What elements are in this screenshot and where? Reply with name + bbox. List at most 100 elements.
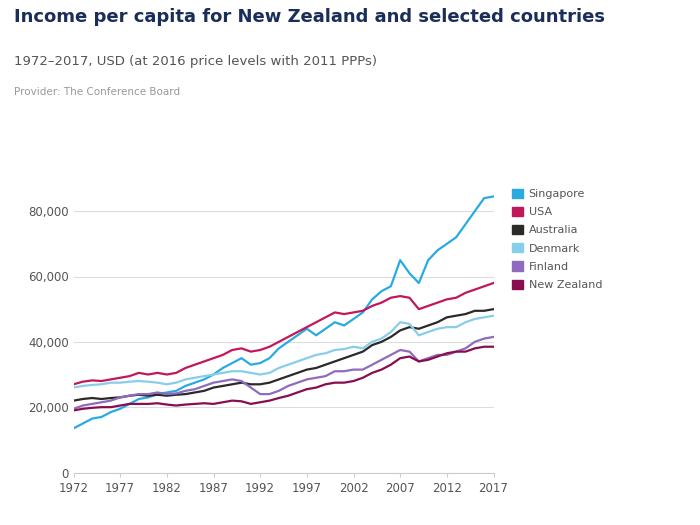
Australia [190,390,199,396]
Denmark [144,379,153,385]
New Zealand [433,353,442,360]
Finland [218,378,227,384]
Singapore [330,319,339,326]
New Zealand [209,401,218,407]
New Zealand [97,404,106,411]
Australia [88,395,97,401]
New Zealand [461,349,470,355]
Finland [88,401,97,407]
New Zealand [88,405,97,411]
Australia [452,312,461,319]
Australia [358,349,367,355]
Singapore [293,332,302,339]
Denmark [470,316,479,322]
Finland [200,383,209,389]
USA [480,283,489,289]
Australia [442,314,451,320]
New Zealand [134,401,143,407]
Singapore [125,401,134,407]
USA [433,299,442,306]
Australia [200,387,209,394]
New Zealand [489,343,498,350]
New Zealand [321,381,330,387]
Line: USA: USA [74,283,494,384]
Denmark [106,380,115,386]
Australia [284,373,293,379]
Finland [405,349,414,355]
New Zealand [228,397,237,404]
USA [358,308,367,314]
Singapore [190,380,199,386]
USA [209,355,218,361]
Australia [312,365,321,371]
New Zealand [181,402,190,408]
Singapore [162,390,171,396]
New Zealand [302,386,311,392]
New Zealand [340,380,349,386]
USA [461,290,470,296]
Denmark [377,335,386,342]
Finland [396,347,405,353]
Singapore [144,394,153,401]
Denmark [349,343,358,350]
Australia [97,396,106,402]
Finland [97,399,106,405]
USA [228,347,237,353]
Denmark [424,329,433,335]
Australia [405,324,414,330]
USA [97,378,106,384]
Singapore [452,234,461,240]
USA [78,379,87,385]
Denmark [433,326,442,332]
Australia [414,326,423,332]
Denmark [452,324,461,330]
Australia [172,392,181,398]
New Zealand [237,398,246,404]
USA [181,365,190,371]
Text: 1972–2017, USD (at 2016 price levels with 2011 PPPs): 1972–2017, USD (at 2016 price levels wit… [14,55,377,68]
Australia [461,311,470,317]
New Zealand [153,400,162,406]
Australia [396,327,405,333]
Line: Australia: Australia [74,309,494,401]
USA [321,314,330,320]
New Zealand [377,366,386,373]
Australia [265,380,274,386]
Singapore [489,193,498,200]
Denmark [218,370,227,376]
USA [293,329,302,335]
USA [88,377,97,384]
New Zealand [368,370,377,376]
Denmark [396,319,405,326]
Denmark [181,376,190,383]
Finland [442,352,451,358]
New Zealand [116,402,125,408]
Denmark [368,339,377,345]
New Zealand [414,358,423,364]
New Zealand [293,390,302,396]
Australia [274,376,283,383]
Finland [284,383,293,389]
New Zealand [125,401,134,407]
Finland [246,384,255,391]
USA [237,345,246,352]
Australia [153,392,162,398]
USA [274,339,283,345]
New Zealand [218,399,227,405]
Australia [69,397,78,404]
USA [396,293,405,299]
Singapore [340,322,349,329]
USA [330,309,339,316]
New Zealand [442,350,451,356]
Finland [424,355,433,361]
Denmark [153,380,162,386]
New Zealand [78,406,87,412]
Australia [480,308,489,314]
USA [265,343,274,350]
Denmark [489,312,498,319]
USA [172,370,181,376]
Singapore [200,376,209,383]
New Zealand [452,349,461,355]
Denmark [246,370,255,376]
New Zealand [424,356,433,363]
